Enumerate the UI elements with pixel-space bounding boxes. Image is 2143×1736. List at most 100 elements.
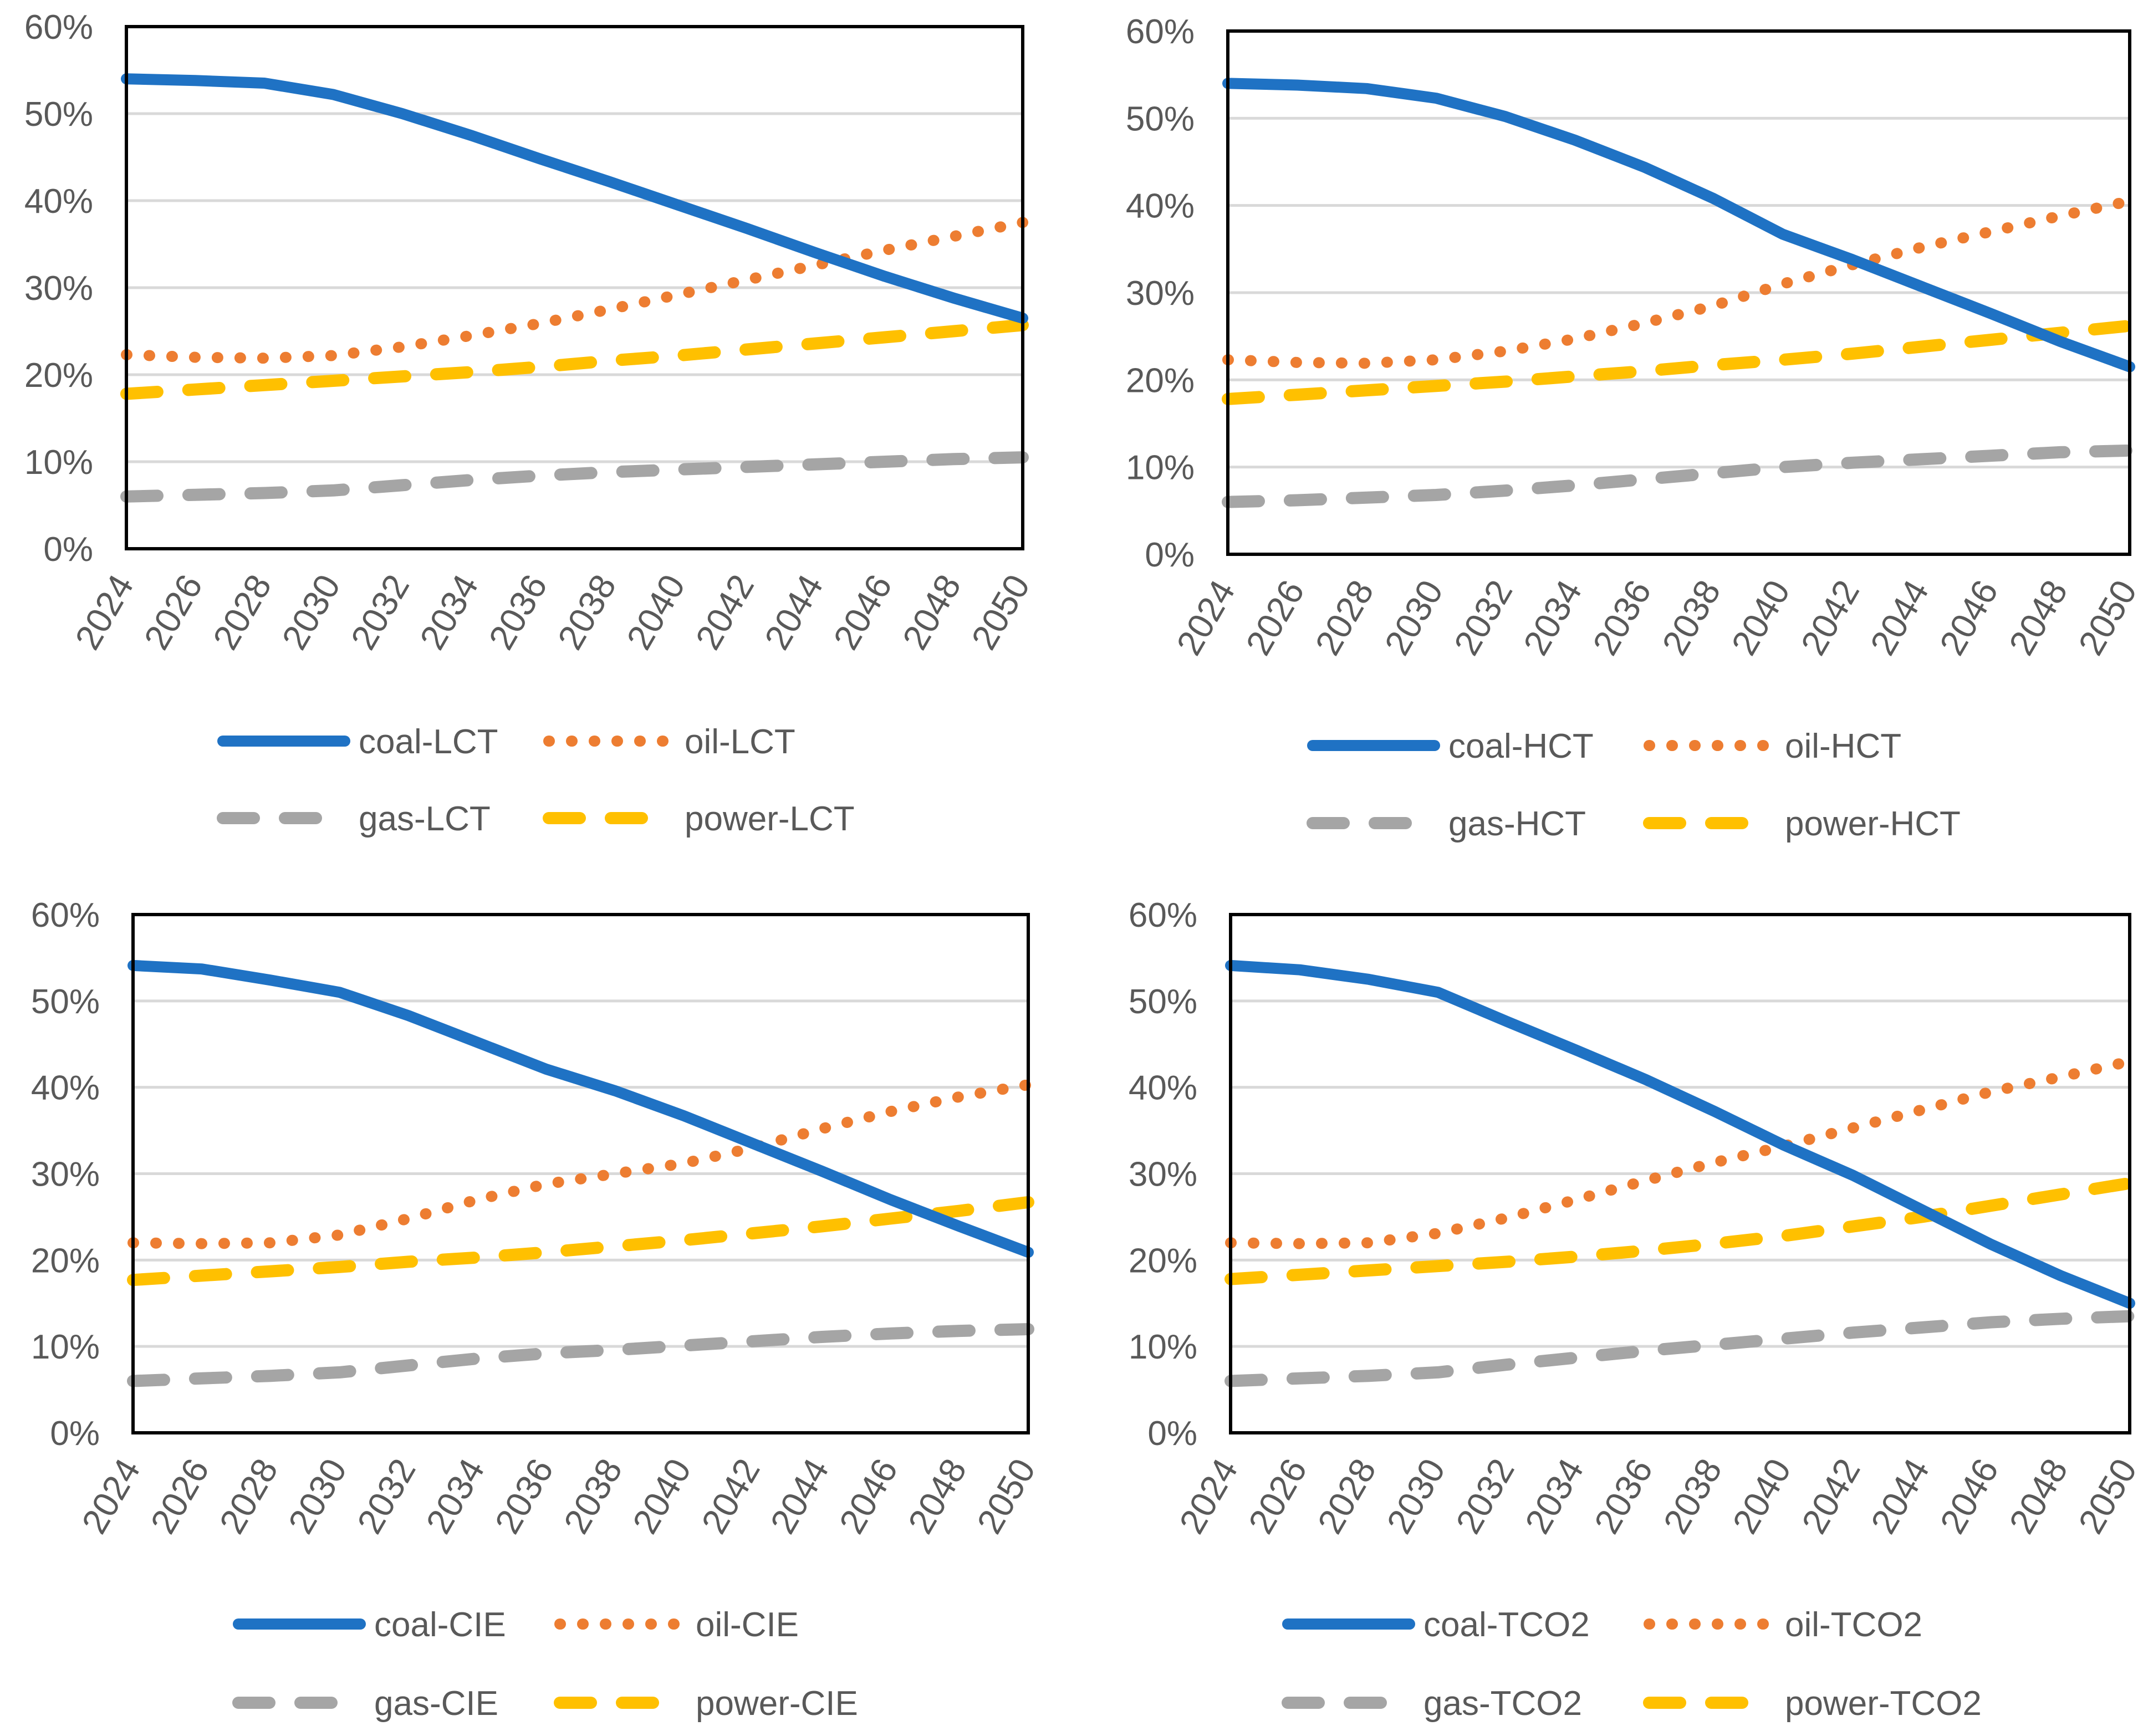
x-tick-label: 2044: [1863, 573, 1937, 661]
series-line-coal: [1222, 78, 2135, 372]
y-tick-label: 0%: [43, 530, 93, 569]
plot-frame: [125, 25, 1024, 550]
x-tick-label: 2050: [2070, 573, 2143, 661]
series-line-coal: [1225, 959, 2135, 1309]
series-line-oil: [121, 217, 1028, 364]
series-line-power: [1222, 319, 2136, 405]
y-tick-label: 0%: [1145, 536, 1195, 574]
x-tick-label: 2040: [1723, 573, 1798, 661]
x-tick-label: 2044: [757, 568, 831, 656]
x-tick-label: 2050: [969, 1452, 1043, 1540]
x-tick-label: 2032: [343, 568, 417, 656]
legend-label-oil: oil-CIE: [696, 1606, 799, 1644]
legend-label-oil: oil-TCO2: [1785, 1606, 1922, 1644]
x-tick-label: 2034: [418, 1452, 492, 1540]
x-tick-label: 2046: [831, 1452, 906, 1540]
x-tick-label: 2040: [619, 568, 693, 656]
x-tick-label: 2046: [825, 568, 900, 656]
x-tick-label: 2034: [412, 568, 486, 656]
y-tick-label: 20%: [24, 356, 93, 395]
plot-frame: [1229, 913, 2131, 1434]
legend-label-power: power-CIE: [696, 1684, 858, 1723]
x-tick-label: 2048: [2001, 573, 2075, 661]
x-tick-label: 2042: [688, 568, 762, 656]
series-line-power: [1224, 1177, 2136, 1285]
x-tick-label: 2030: [1377, 573, 1451, 661]
y-tick-label: 50%: [24, 95, 93, 134]
y-tick-label: 20%: [1129, 1242, 1197, 1280]
x-tick-label: 2050: [2070, 1452, 2143, 1540]
series-line-gas: [1222, 444, 2136, 508]
x-tick-label: 2040: [1724, 1452, 1799, 1540]
x-tick-label: 2028: [205, 568, 279, 656]
series-line-coal: [121, 73, 1028, 324]
series-line-oil: [1222, 195, 2135, 369]
y-tick-label: 30%: [1129, 1156, 1197, 1194]
x-tick-label: 2032: [349, 1452, 424, 1540]
chart-panel-lct: 0% 10% 20% 30% 40% 50% 60% 20242026202820302032…: [24, 8, 1038, 838]
x-tick-label: 2030: [280, 1452, 355, 1540]
x-tick-label: 2036: [1585, 573, 1659, 661]
y-tick-label: 40%: [31, 1069, 100, 1107]
legend-label-gas: gas-LCT: [359, 800, 491, 838]
x-tick-label: 2030: [274, 568, 348, 656]
series-line-oil: [127, 1079, 1034, 1249]
y-tick-label: 0%: [1147, 1415, 1197, 1453]
x-tick-label: 2036: [487, 1452, 562, 1540]
legend-label-gas: gas-HCT: [1448, 805, 1586, 843]
x-tick-label: 2040: [625, 1452, 699, 1540]
x-tick-label: 2032: [1446, 573, 1520, 661]
x-tick-label: 2026: [1241, 1452, 1315, 1540]
y-tick-label: 30%: [1126, 274, 1195, 313]
y-tick-label: 60%: [1129, 896, 1197, 935]
y-tick-label: 30%: [24, 269, 93, 308]
legend-label-coal: coal-HCT: [1448, 727, 1594, 765]
legend-label-power: power-LCT: [685, 800, 855, 838]
legend-label-coal: coal-LCT: [359, 723, 498, 761]
legend-label-oil: oil-LCT: [685, 723, 795, 761]
x-tick-label: 2024: [67, 568, 141, 656]
x-tick-label: 2048: [900, 1452, 974, 1540]
x-tick-label: 2024: [74, 1452, 148, 1540]
chart-panel-hct: 0% 10% 20% 30% 40% 50% 60% 20242026202820302032…: [1126, 13, 2143, 843]
x-tick-label: 2036: [1586, 1452, 1661, 1540]
x-tick-label: 2042: [1793, 573, 1868, 661]
x-tick-label: 2050: [963, 568, 1038, 656]
x-tick-label: 2034: [1516, 573, 1590, 661]
x-tick-label: 2038: [556, 1452, 630, 1540]
y-tick-label: 10%: [24, 443, 93, 482]
y-tick-label: 10%: [1126, 449, 1195, 487]
y-tick-label: 60%: [31, 896, 100, 935]
chart-panel-cie: 0% 10% 20% 30% 40% 50% 60% 20242026202820302032…: [31, 896, 1043, 1723]
x-tick-label: 2046: [1932, 573, 2006, 661]
legend-label-oil: oil-HCT: [1785, 727, 1901, 765]
x-tick-label: 2042: [693, 1452, 768, 1540]
series-line-gas: [127, 1323, 1034, 1387]
x-tick-label: 2036: [481, 568, 555, 656]
x-tick-label: 2032: [1448, 1452, 1522, 1540]
x-tick-label: 2038: [1654, 573, 1728, 661]
y-tick-label: 50%: [1126, 100, 1195, 138]
series-line-oil: [1225, 1055, 2135, 1249]
x-tick-label: 2026: [136, 568, 211, 656]
legend-label-coal: coal-TCO2: [1423, 1606, 1590, 1644]
legend-label-power: power-TCO2: [1785, 1684, 1982, 1723]
x-tick-label: 2044: [1863, 1452, 1937, 1540]
x-tick-label: 2028: [1310, 1452, 1384, 1540]
x-tick-label: 2038: [550, 568, 624, 656]
y-tick-label: 40%: [1129, 1069, 1197, 1107]
y-tick-label: 20%: [31, 1242, 100, 1280]
series-line-gas: [1224, 1310, 2136, 1387]
y-tick-label: 10%: [31, 1328, 100, 1366]
x-tick-label: 2030: [1379, 1452, 1453, 1540]
x-tick-label: 2028: [1308, 573, 1382, 661]
x-tick-label: 2026: [142, 1452, 217, 1540]
y-tick-label: 10%: [1129, 1328, 1197, 1366]
y-tick-label: 50%: [31, 983, 100, 1021]
series-line-power: [127, 1196, 1034, 1286]
x-tick-label: 2026: [1238, 573, 1312, 661]
x-tick-label: 2048: [2001, 1452, 2075, 1540]
series-line-power: [120, 319, 1029, 400]
plot-frame: [1226, 29, 2131, 556]
